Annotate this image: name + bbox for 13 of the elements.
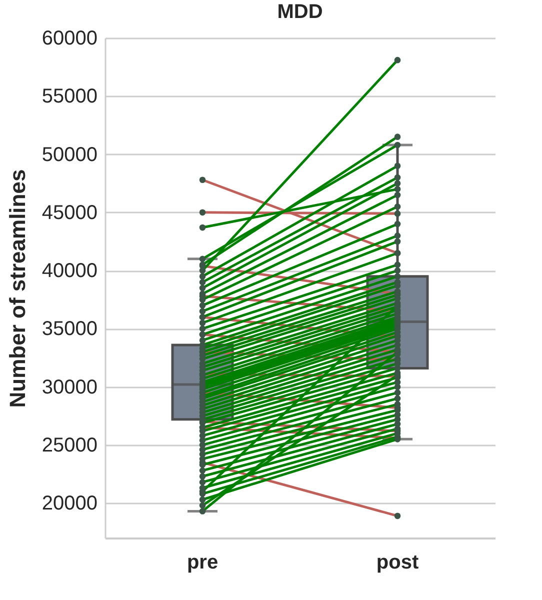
- y-tick-label: 60000: [42, 28, 98, 50]
- y-tick-label: 25000: [42, 434, 98, 456]
- y-tick-label: 50000: [42, 144, 98, 166]
- y-tick-label: 30000: [42, 376, 98, 398]
- y-tick-label: 20000: [42, 492, 98, 515]
- y-axis-title: Number of streamlines: [4, 169, 30, 408]
- x-tick-label: pre: [186, 552, 218, 574]
- chart-title: MDD: [277, 1, 323, 23]
- x-tick-label: post: [376, 552, 419, 574]
- y-tick-label: 55000: [42, 86, 98, 108]
- y-tick-label: 45000: [42, 202, 98, 224]
- y-tick-label: 35000: [42, 318, 98, 340]
- y-tick-label: 40000: [42, 260, 98, 282]
